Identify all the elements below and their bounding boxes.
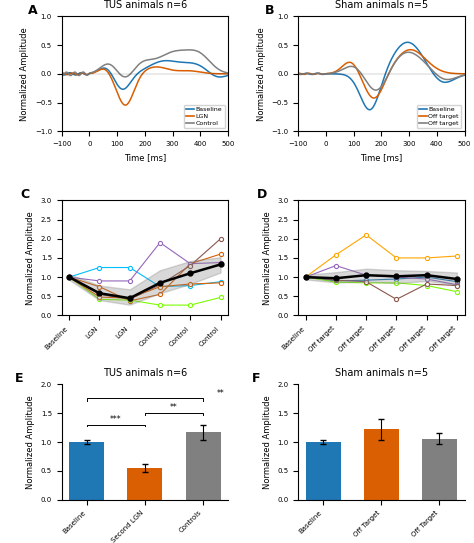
Text: F: F	[251, 372, 260, 385]
Y-axis label: Normalized Amplitude: Normalized Amplitude	[26, 211, 35, 305]
Bar	[69, 442, 104, 500]
Text: ***: ***	[110, 415, 121, 424]
Bar	[186, 432, 220, 500]
Y-axis label: Normalized Amplitude: Normalized Amplitude	[20, 27, 29, 121]
Text: A: A	[28, 4, 38, 17]
Y-axis label: Normalized Amplitude: Normalized Amplitude	[26, 395, 35, 489]
Y-axis label: Normalized Amplitude: Normalized Amplitude	[263, 211, 272, 305]
Text: **: **	[217, 389, 224, 399]
Legend: Baseline, LGN, Control: Baseline, LGN, Control	[184, 105, 225, 128]
Text: D: D	[256, 188, 267, 201]
Title: Sham animals n=5: Sham animals n=5	[335, 0, 428, 10]
Title: TUS animals n=6: TUS animals n=6	[103, 368, 187, 378]
Text: C: C	[20, 188, 29, 201]
Title: TUS animals n=6: TUS animals n=6	[103, 0, 187, 10]
Y-axis label: Normalized Amplitude: Normalized Amplitude	[256, 27, 265, 121]
X-axis label: Time [ms]: Time [ms]	[360, 153, 402, 162]
Bar	[364, 430, 399, 500]
Bar	[128, 468, 162, 500]
Bar	[306, 442, 340, 500]
Legend: Baseline, Off target, Off target: Baseline, Off target, Off target	[417, 105, 461, 128]
Text: E: E	[15, 372, 24, 385]
Title: Sham animals n=5: Sham animals n=5	[335, 368, 428, 378]
Bar	[422, 439, 457, 500]
Text: B: B	[265, 4, 274, 17]
Y-axis label: Normalized Amplitude: Normalized Amplitude	[263, 395, 272, 489]
X-axis label: Time [ms]: Time [ms]	[124, 153, 166, 162]
Text: **: **	[170, 403, 178, 412]
